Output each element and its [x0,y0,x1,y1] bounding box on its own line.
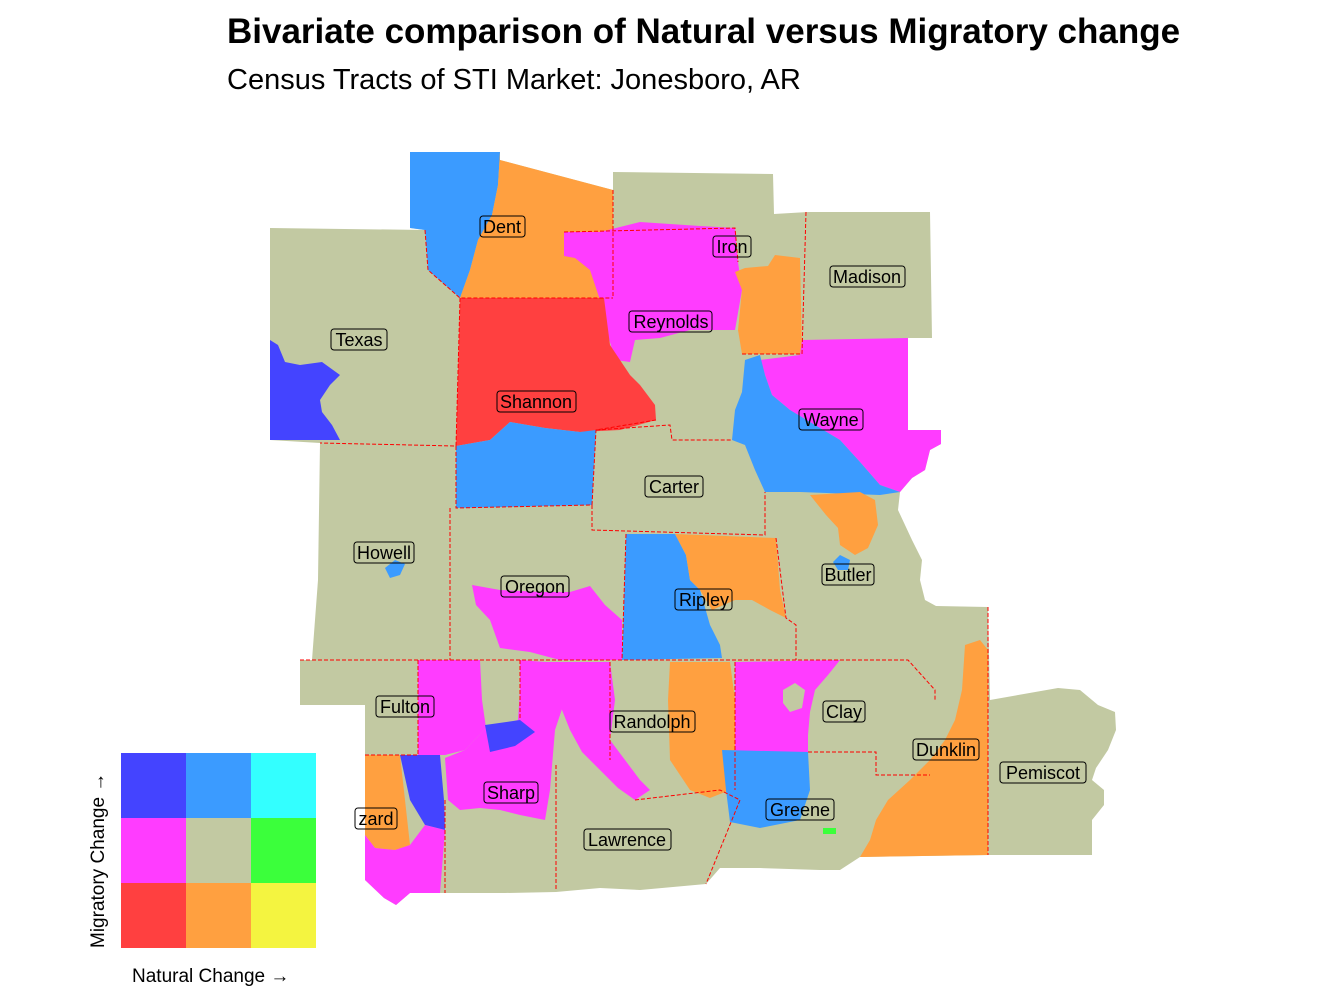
tract-randolph-west [545,662,650,800]
legend-cell-r1c0 [121,818,186,883]
svg-text:Madison: Madison [833,267,901,287]
tract-shannon-south [456,422,596,508]
tract-reynolds-north [564,222,742,362]
svg-text:Randolph: Randolph [613,712,690,732]
tract-dent-east [460,152,613,298]
legend-cell-r0c0 [121,753,186,818]
tract-howell-spot [385,560,405,578]
county-label-lawrence: Lawrence [583,828,672,851]
svg-text:Oregon: Oregon [505,577,565,597]
county-label-ripley: Ripley [674,588,733,611]
county-label-iron: Iron [712,235,752,258]
county-label-reynolds: Reynolds [628,310,713,333]
tract-greene-blue [722,750,810,828]
tract-fulton-east [418,660,486,755]
tract-clay-inner [783,683,805,712]
county-label-carter: Carter [644,475,704,498]
svg-text:Pemiscot: Pemiscot [1006,763,1080,783]
svg-text:Texas: Texas [335,330,382,350]
county-label-howell: Howell [353,541,415,564]
county-label-pemiscot: Pemiscot [999,761,1087,784]
legend-cell-r2c0 [121,883,186,948]
legend-cell-r0c1 [186,753,251,818]
tract-izard-blue [400,755,445,830]
svg-text:zard: zard [358,809,393,829]
tract-greene-green [823,828,836,834]
county-borders [300,190,989,893]
legend-x-axis-label: Natural Change → [132,966,290,987]
tract-ripley-west [622,534,722,660]
county-label-oregon: Oregon [500,575,570,598]
svg-text:Clay: Clay [826,702,862,722]
legend-cell-r2c2 [251,883,316,948]
county-label-clay: Clay [822,700,866,723]
county-label-wayne: Wayne [798,408,864,431]
tract-shannon-north [456,298,656,446]
svg-text:Butler: Butler [824,565,871,585]
county-label-shannon: Shannon [496,390,577,413]
svg-text:Carter: Carter [649,477,699,497]
tract-oregon-south [472,585,622,660]
county-label-fulton: Fulton [375,695,435,718]
tract-randolph-east [668,662,735,798]
svg-text:Wayne: Wayne [803,410,858,430]
svg-text:Dent: Dent [483,217,521,237]
tract-wayne-east [760,338,941,492]
tract-sharp-blue [485,720,535,752]
county-label-sharp: Sharp [483,781,539,804]
county-label-randolph: Randolph [609,710,696,733]
svg-text:Iron: Iron [716,237,747,257]
svg-text:Lawrence: Lawrence [588,830,666,850]
svg-text:Dunklin: Dunklin [916,740,976,760]
tract-izard-orange [365,755,410,850]
legend-y-axis-label: Migratory Change → [88,772,109,948]
legend-cell-r0c2 [251,753,316,818]
map-title: Bivariate comparison of Natural versus M… [227,12,1181,51]
svg-text:Shannon: Shannon [500,392,572,412]
svg-text:Sharp: Sharp [487,783,535,803]
county-label-dunklin: Dunklin [912,738,980,761]
bivariate-legend [121,753,316,948]
county-label-izard: zard [354,807,398,830]
tract-wayne-west [732,355,900,495]
svg-text:Reynolds: Reynolds [633,312,708,332]
county-label-dent: Dent [479,215,526,238]
svg-text:Greene: Greene [770,800,830,820]
legend-cell-r2c1 [186,883,251,948]
tract-iron-south [735,255,802,354]
tract-butler-north [810,492,878,555]
county-label-butler: Butler [821,563,875,586]
legend-cell-r1c2 [251,818,316,883]
county-labels: Dent Iron Madison Texas Reynolds Shannon… [330,215,1087,851]
county-label-greene: Greene [765,798,835,821]
svg-text:Ripley: Ripley [679,590,729,610]
tract-izard-magenta [365,825,445,905]
tract-texas-west [270,340,340,440]
tract-dent-west [410,152,500,298]
map-subtitle: Census Tracts of STI Market: Jonesboro, … [227,64,801,96]
legend-cell-r1c1 [186,818,251,883]
svg-text:Howell: Howell [357,543,411,563]
county-label-madison: Madison [829,265,906,288]
tract-ripley-east [675,534,786,618]
tract-butler-spot [833,555,850,570]
county-label-texas: Texas [330,328,388,351]
svg-text:Fulton: Fulton [380,697,430,717]
tract-dunklin [860,640,988,857]
